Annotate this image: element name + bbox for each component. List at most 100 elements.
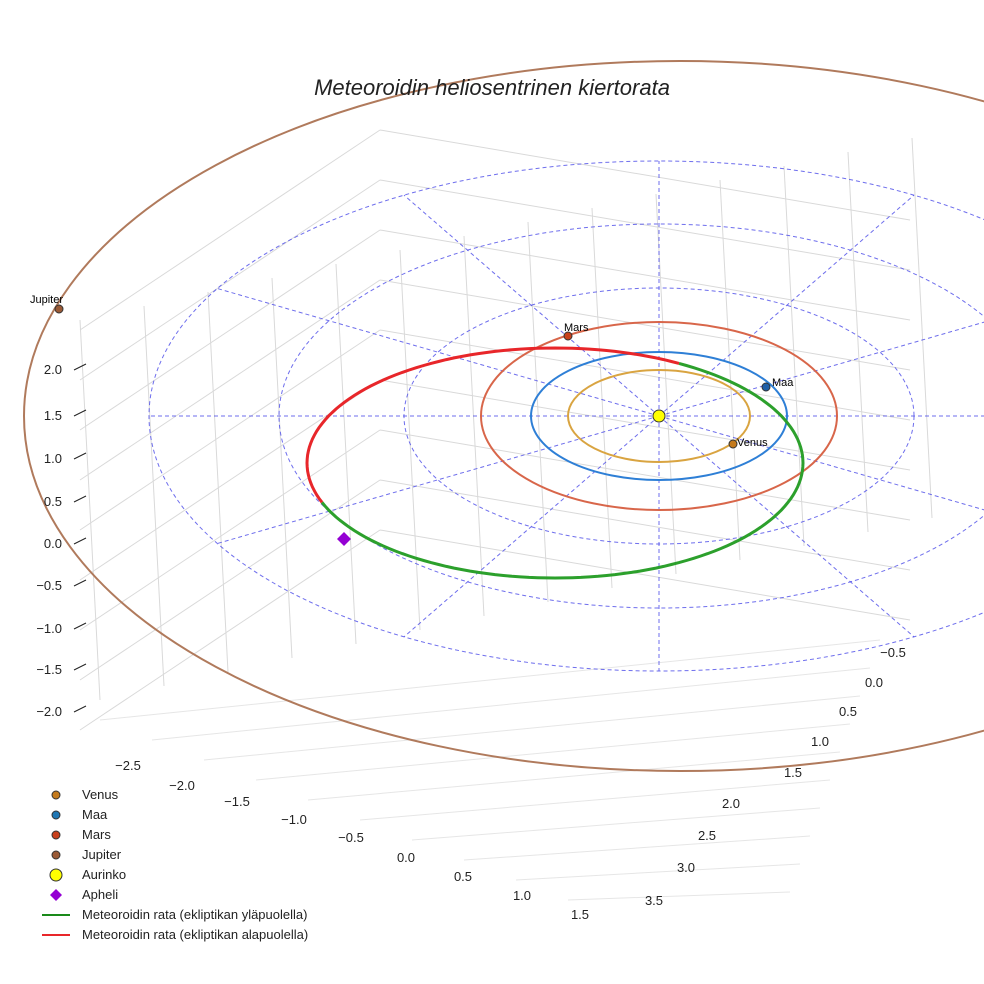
legend-item: Mars [51, 827, 111, 842]
grid-line [379, 379, 911, 471]
y-tick-label: −0.5 [880, 645, 906, 660]
z-tick-label: −2.0 [36, 704, 62, 719]
z-tick [73, 363, 87, 371]
grid-line [847, 151, 869, 533]
grid-line [151, 667, 871, 741]
reference-grid [148, 160, 984, 672]
grid-line [399, 249, 421, 631]
y-tick-label: 1.0 [811, 734, 829, 749]
y-tick-label: 2.0 [722, 796, 740, 811]
x-tick-label: 0.0 [397, 850, 415, 865]
reference-spoke [403, 415, 660, 638]
legend-item: Apheli [50, 887, 118, 902]
z-tick-label: 0.5 [44, 494, 62, 509]
x-tick-label: −0.5 [338, 830, 364, 845]
legend-marker [51, 850, 61, 860]
y-tick-label: 2.5 [698, 828, 716, 843]
legend-item: Venus [51, 787, 119, 802]
legend: Venus Maa Mars Jupiter Aurinko Apheli Meteoroi… [42, 787, 308, 942]
planet-venus-label: Venus [737, 437, 768, 449]
grid-line [379, 179, 911, 271]
legend-label: Meteoroidin rata (ekliptikan yläpuolella… [82, 907, 307, 922]
reference-spoke [217, 288, 660, 417]
z-tick-label: −1.0 [36, 621, 62, 636]
z-tick-label: 2.0 [44, 362, 62, 377]
x-tick-label: −2.0 [169, 778, 195, 793]
markers: Venus Maa Mars Jupiter [30, 294, 794, 546]
reference-spoke [658, 415, 984, 511]
orbit-mars [480, 321, 838, 511]
grid-line [567, 891, 791, 901]
grid-line [379, 429, 911, 521]
z-tick [73, 409, 87, 417]
z-tick [73, 537, 87, 545]
x-tick-label: −1.5 [224, 794, 250, 809]
z-tick-label: −0.5 [36, 578, 62, 593]
grid-line [591, 207, 613, 589]
planet-maa-marker [761, 382, 771, 392]
x-tick-label: 0.5 [454, 869, 472, 884]
grid-line [379, 329, 911, 421]
axis-grid [79, 129, 933, 901]
y-tick-label: 1.5 [784, 765, 802, 780]
planet-orbits [23, 60, 984, 772]
orbit-jupiter [23, 60, 984, 772]
z-tick-label: 1.0 [44, 451, 62, 466]
grid-line [79, 319, 101, 701]
planet-jupiter-label: Jupiter [30, 294, 63, 306]
meteoroid-orbit-above [320, 361, 805, 580]
grid-line [79, 329, 381, 531]
grid-line [527, 221, 549, 603]
grid-line [515, 863, 801, 881]
x-tick-label: 1.0 [513, 888, 531, 903]
legend-label: Venus [82, 787, 119, 802]
meteoroid-orbit [305, 346, 805, 580]
grid-line [79, 529, 381, 731]
grid-line [783, 165, 805, 547]
z-tick-label: 0.0 [44, 536, 62, 551]
legend-marker [51, 790, 61, 800]
grid-line [379, 229, 911, 321]
grid-line [379, 529, 911, 621]
grid-line [379, 479, 911, 571]
legend-item: Meteoroidin rata (ekliptikan yläpuolella… [42, 907, 307, 922]
planet-venus-marker [728, 439, 738, 449]
grid-line [379, 129, 911, 221]
grid-line [143, 305, 165, 687]
grid-line [335, 263, 357, 645]
sun-marker [652, 409, 666, 423]
legend-label: Aurinko [82, 867, 126, 882]
reference-spoke [217, 415, 660, 544]
planet-jupiter-marker [54, 304, 64, 314]
grid-line [719, 179, 741, 561]
z-tick-label: −1.5 [36, 662, 62, 677]
z-tick [73, 452, 87, 460]
grid-line [463, 835, 811, 861]
aphelion-marker [337, 532, 351, 546]
legend-label: Meteoroidin rata (ekliptikan alapuolella… [82, 927, 308, 942]
legend-item: Meteoroidin rata (ekliptikan alapuolella… [42, 927, 308, 942]
grid-line [79, 229, 381, 431]
grid-line [79, 129, 381, 331]
y-tick-label: 0.5 [839, 704, 857, 719]
legend-marker [51, 810, 61, 820]
orbit-maa [530, 351, 788, 481]
legend-item: Aurinko [49, 867, 126, 882]
z-tick [73, 579, 87, 587]
legend-item: Maa [51, 807, 108, 822]
grid-line [307, 751, 841, 801]
legend-marker [50, 889, 62, 901]
legend-label: Maa [82, 807, 108, 822]
reference-spoke [658, 415, 915, 638]
legend-item: Jupiter [51, 847, 122, 862]
grid-line [411, 807, 821, 841]
legend-marker [51, 830, 61, 840]
x-tick-label: 1.5 [571, 907, 589, 922]
grid-line [255, 723, 851, 781]
reference-spoke [403, 194, 660, 417]
grid-line [79, 279, 381, 481]
legend-label: Apheli [82, 887, 118, 902]
x-tick-label: −2.5 [115, 758, 141, 773]
grid-line [271, 277, 293, 659]
